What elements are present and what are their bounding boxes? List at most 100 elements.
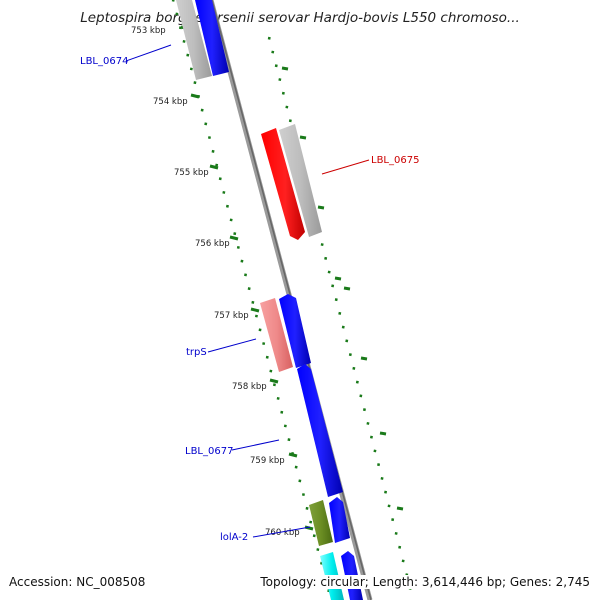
leader-lola-2 (252, 526, 311, 538)
minor-tick (320, 243, 324, 247)
gene-lbl-0674-gray[interactable] (176, 0, 212, 80)
minor-tick (327, 270, 331, 274)
minor-tick (175, 12, 179, 16)
minor-tick (274, 64, 278, 68)
minor-tick (244, 273, 248, 277)
minor-tick (225, 204, 229, 208)
tick-track-left (171, 0, 331, 593)
genome-stats: Topology: circular; Length: 3,614,446 bp… (260, 575, 590, 589)
minor-tick (271, 50, 275, 54)
tick-label-759: 759 kbp (250, 456, 285, 466)
leader-lbl-0675 (321, 159, 370, 175)
gene-lbl-0677[interactable] (297, 364, 343, 497)
minor-tick (301, 493, 305, 497)
minor-tick (345, 339, 349, 343)
minor-tick (262, 342, 266, 346)
minor-tick (312, 534, 316, 538)
minor-tick (269, 369, 273, 373)
leader-lbl-0677 (231, 439, 280, 451)
minor-tick (288, 119, 292, 123)
minor-tick (229, 218, 233, 222)
minor-tick (359, 394, 363, 398)
minor-tick (254, 314, 258, 318)
minor-tick (305, 506, 309, 510)
minor-tick (193, 81, 197, 85)
minor-tick (278, 78, 282, 82)
minor-tick (366, 421, 370, 425)
minor-tick (171, 0, 175, 2)
major-tick-right (281, 66, 289, 71)
tick-label-757: 757 kbp (214, 311, 249, 321)
tick-label-758: 758 kbp (232, 382, 267, 392)
gene-lbl-0675[interactable] (261, 128, 305, 240)
minor-tick (377, 463, 381, 467)
minor-tick (334, 298, 338, 302)
major-tick-right (360, 356, 368, 361)
minor-tick (204, 122, 208, 126)
minor-tick (251, 300, 255, 304)
minor-tick (211, 149, 215, 153)
minor-tick (294, 465, 298, 469)
gene-label-trps[interactable]: trpS (186, 347, 207, 358)
minor-tick (391, 518, 395, 522)
minor-tick (387, 504, 391, 508)
minor-tick (272, 383, 276, 387)
gene-lola-2[interactable] (309, 500, 333, 546)
accession-text: Accession: NC_008508 (9, 575, 146, 589)
minor-tick (283, 424, 287, 428)
gene-lbl-0674[interactable] (195, 0, 229, 76)
minor-tick (281, 91, 285, 95)
minor-tick (189, 67, 193, 71)
gene-trps[interactable] (260, 298, 293, 372)
major-tick-right (334, 276, 342, 281)
gene-lola-2-partner[interactable] (329, 497, 350, 543)
gene-lbl-0675-gray[interactable] (279, 124, 322, 237)
minor-tick (276, 396, 280, 400)
gene-label-lbl-0675[interactable]: LBL_0675 (371, 155, 419, 166)
minor-tick (362, 408, 366, 412)
minor-tick (207, 136, 211, 140)
tick-label-760: 760 kbp (265, 528, 300, 538)
gene-label-lbl-0677[interactable]: LBL_0677 (185, 446, 233, 457)
major-tick-right (317, 205, 325, 210)
minor-tick (316, 548, 320, 552)
minor-tick (267, 36, 271, 40)
minor-tick (285, 105, 289, 109)
minor-tick (384, 490, 388, 494)
leader-lbl-0674 (125, 44, 172, 62)
minor-tick (355, 380, 359, 384)
gene-trps-partner[interactable] (279, 294, 311, 368)
minor-tick (373, 449, 377, 453)
minor-tick (394, 531, 398, 535)
minor-tick (341, 325, 345, 329)
major-tick-right (396, 506, 404, 511)
minor-tick (309, 520, 313, 524)
minor-tick (186, 53, 190, 57)
minor-tick (236, 245, 240, 249)
leader-trps (207, 338, 257, 353)
minor-tick (348, 353, 352, 357)
minor-tick (182, 39, 186, 43)
minor-tick (215, 163, 219, 167)
minor-tick (218, 177, 222, 181)
major-tick-right (379, 431, 387, 436)
minor-tick (200, 108, 204, 112)
minor-tick (324, 256, 328, 260)
major-tick-right (299, 135, 307, 140)
minor-tick (240, 259, 244, 263)
minor-tick (258, 328, 262, 332)
tick-label-753: 753 kbp (131, 26, 166, 36)
minor-tick (247, 287, 251, 291)
gene-label-lola-2[interactable]: lolA-2 (220, 532, 248, 543)
minor-tick (233, 232, 237, 236)
minor-tick (331, 284, 335, 288)
tick-label-754: 754 kbp (153, 97, 188, 107)
minor-tick (380, 476, 384, 480)
minor-tick (298, 479, 302, 483)
minor-tick (369, 435, 373, 439)
minor-tick (287, 438, 291, 442)
minor-tick (338, 311, 342, 315)
minor-tick (401, 559, 405, 563)
gene-label-lbl-0674[interactable]: LBL_0674 (80, 56, 128, 67)
